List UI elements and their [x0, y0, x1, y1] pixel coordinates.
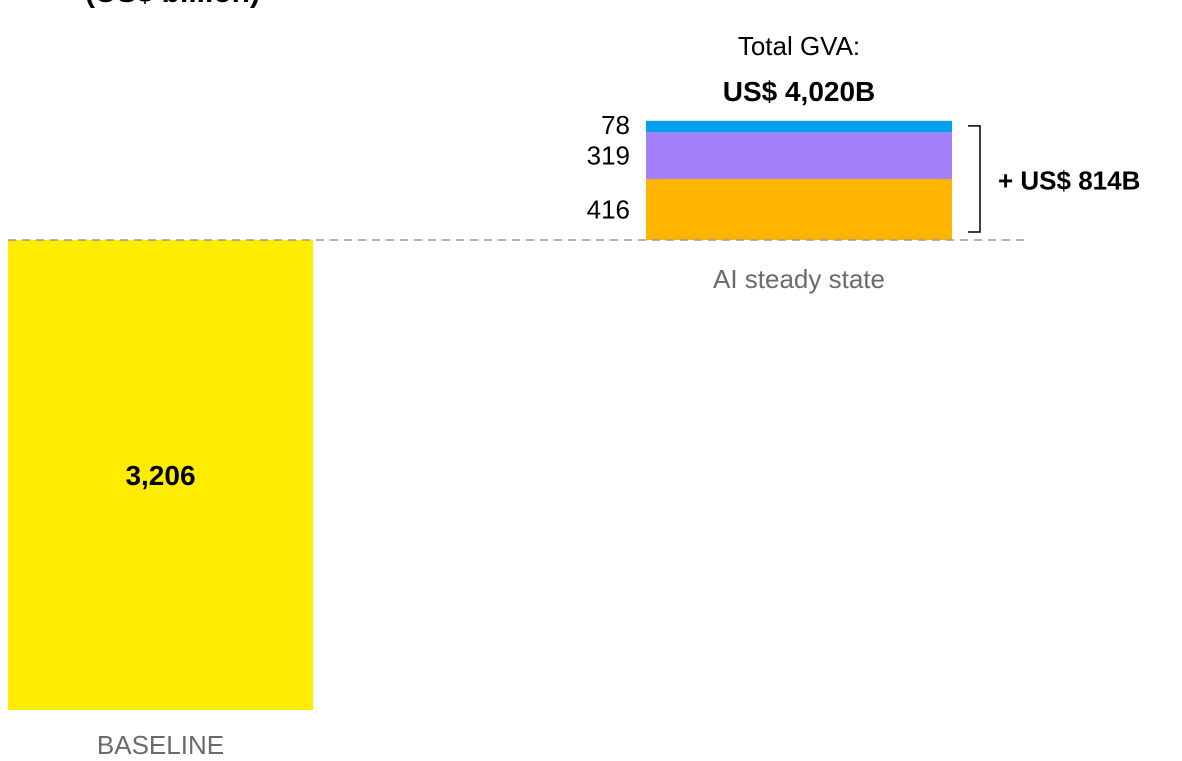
stack-segment-416: [646, 179, 952, 240]
category-label-ai-steady-state: AI steady state: [713, 264, 885, 294]
segment-label-78: 78: [601, 110, 630, 140]
stack-segment-319: [646, 132, 952, 180]
chart-title-fragment: (US$ billion): [85, 0, 260, 9]
segment-label-319: 319: [587, 141, 630, 171]
increase-bracket: [968, 125, 981, 233]
segment-label-416: 416: [587, 195, 630, 225]
total-gva-title: Total GVA:: [738, 31, 860, 61]
category-label-baseline: BASELINE: [97, 730, 224, 760]
total-gva-value: US$ 4,020B: [723, 76, 876, 107]
increase-label: + US$ 814B: [998, 165, 1140, 195]
baseline-bar: [8, 240, 313, 710]
baseline-value-label: 3,206: [125, 460, 195, 491]
stack-segment-78: [646, 120, 952, 133]
ai-steady-state-stack-group: [646, 120, 952, 240]
baseline-bar-group: [8, 240, 313, 710]
